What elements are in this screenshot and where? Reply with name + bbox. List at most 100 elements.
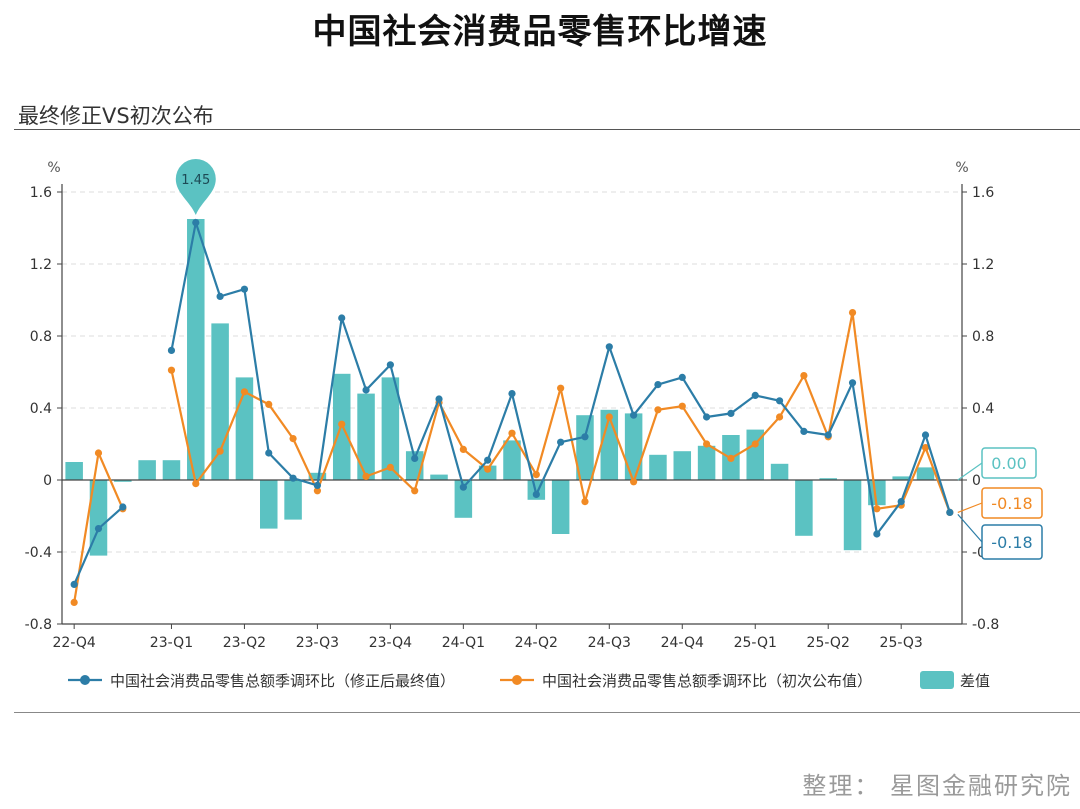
diff-bar	[65, 462, 83, 480]
peak-label: 1.45	[181, 173, 210, 188]
annotations: 1.45 0.00 -0.18 -0.18	[175, 159, 1043, 560]
chart-title: 中国社会消费品零售环比增速	[312, 12, 768, 52]
x-tick-label: 25-Q2	[807, 635, 850, 651]
final-series-point	[727, 409, 735, 417]
final-series-point	[800, 427, 808, 435]
initial-series-point	[775, 413, 784, 421]
diff-bar	[795, 480, 813, 536]
x-tick-label: 23-Q4	[369, 635, 412, 651]
initial-series-point	[751, 440, 759, 448]
initial-series-point	[386, 463, 394, 471]
final-series-point	[338, 314, 346, 322]
legend-final-label: 中国社会消费品零售总额季调环比（修正后最终值）	[110, 672, 455, 690]
initial-series-point	[70, 598, 78, 607]
initial-series-point	[216, 447, 224, 455]
initial-series-point	[702, 440, 711, 448]
initial-series-point	[848, 309, 857, 317]
diff-bar	[454, 480, 473, 518]
initial-series-point	[167, 366, 176, 374]
diff-bar	[770, 463, 789, 480]
diff-bar	[187, 219, 205, 480]
initial-series-point	[800, 372, 808, 380]
diff-bar	[357, 393, 375, 480]
final-series-point	[702, 413, 711, 421]
final-series-point	[532, 490, 540, 498]
final-series-point	[873, 530, 881, 538]
end-final-callout-label: -0.18	[991, 533, 1032, 552]
final-series-point	[921, 431, 930, 439]
final-series-line	[73, 218, 951, 585]
y-tick-label-left: -0.4	[25, 545, 52, 561]
initial-series-point	[727, 454, 735, 462]
end-final-callout-box	[981, 524, 1043, 560]
diff-bar	[843, 480, 862, 551]
initial-series-point	[338, 420, 346, 428]
diff-bar	[162, 460, 181, 480]
y-tick-label-left: 1.6	[30, 185, 52, 201]
final-series-point	[94, 525, 103, 533]
initial-series-point	[484, 465, 492, 473]
final-series-point	[824, 431, 832, 439]
final-series-point	[459, 483, 467, 491]
diff-bar	[308, 472, 327, 480]
series-lines	[70, 218, 954, 607]
y-tick-label-left: 0.4	[30, 401, 52, 417]
end-diff-callout-leader	[957, 462, 983, 481]
final-series-point	[70, 580, 78, 589]
legend-initial-label: 中国社会消费品零售总额季调环比（初次公布值）	[542, 672, 872, 690]
legend: 中国社会消费品零售总额季调环比（修正后最终值） 中国社会消费品零售总额季调环比（初…	[68, 671, 990, 690]
final-series-point	[167, 346, 176, 354]
bottom-divider	[14, 712, 1080, 713]
final-series-point	[289, 474, 297, 482]
end-diff-callout-label: 0.00	[991, 454, 1027, 473]
diff-bar	[551, 480, 570, 534]
diff-bar	[673, 451, 692, 480]
diff-bar	[868, 480, 886, 506]
diff-bar	[576, 415, 594, 480]
initial-series-point	[362, 472, 370, 480]
initial-series-point	[605, 413, 613, 421]
x-tick-label: 24-Q1	[442, 635, 485, 651]
initial-series-point	[508, 429, 516, 437]
final-series-point	[508, 390, 516, 398]
diff-bar	[624, 413, 643, 480]
x-tick-label: 23-Q2	[223, 635, 266, 651]
y-tick-label-left: 0.8	[30, 329, 52, 345]
legend-initial-swatch-dot	[512, 675, 522, 685]
x-tick-label: 25-Q1	[734, 635, 777, 651]
source-credit: 整理： 星图金融研究院	[802, 772, 1072, 800]
x-tick-label: 24-Q3	[588, 635, 631, 651]
initial-series-point	[459, 445, 467, 453]
final-series-point	[411, 454, 419, 462]
y-tick-label-left: -0.8	[25, 617, 52, 633]
axes: 1.61.61.21.20.80.80.40.400-0.4-0.4-0.8-0…	[25, 160, 1000, 651]
initial-series-point	[265, 400, 273, 408]
y-tick-label-right: 0.4	[972, 401, 994, 417]
y-tick-label-right: 1.6	[972, 185, 994, 201]
y-tick-label-left: 0	[43, 473, 52, 489]
legend-diff-swatch	[920, 671, 954, 689]
grid-layer	[62, 191, 962, 553]
final-series-point	[654, 381, 662, 389]
final-series-point	[775, 397, 784, 405]
initial-series-point	[240, 388, 249, 396]
diff-bar	[649, 454, 667, 480]
final-series-point	[216, 292, 224, 300]
final-series-point	[751, 391, 759, 399]
y-unit-right: %	[955, 160, 968, 176]
initial-series-point	[94, 449, 103, 457]
end-initial-callout-label: -0.18	[991, 494, 1032, 513]
final-series-point	[313, 481, 322, 489]
final-series-point	[678, 373, 686, 381]
final-series-point	[605, 343, 613, 351]
final-series-point	[630, 411, 638, 419]
x-tick-label: 23-Q1	[150, 635, 193, 651]
top-divider	[14, 129, 1080, 130]
x-tick-label: 24-Q4	[661, 635, 704, 651]
diff-bar	[430, 474, 448, 480]
diff-bar	[284, 480, 302, 520]
diff-bar	[211, 323, 229, 480]
initial-series-point	[630, 478, 638, 486]
x-tick-label: 24-Q2	[515, 635, 558, 651]
